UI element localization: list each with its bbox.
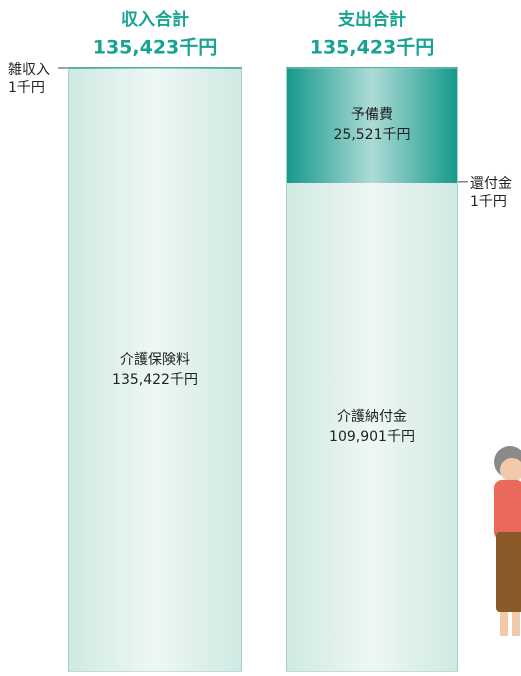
column-total: 135,423千円 [310,37,435,59]
segment-value: 109,901千円 [329,429,415,445]
column-total: 135,423千円 [93,37,218,59]
segment-name: 介護保険料 [120,352,190,368]
segment-name: 予備費 [351,107,393,123]
bar-segment [68,68,242,672]
column-title: 支出合計 [338,9,406,30]
segment-name: 雑収入 [8,62,50,78]
segment-name: 介護納付金 [337,409,407,425]
segment-value: 135,422千円 [112,372,198,388]
segment-value: 1千円 [470,194,507,210]
figure-illustration [494,446,521,636]
column-title: 収入合計 [121,9,189,30]
segment-value: 25,521千円 [334,127,411,143]
segment-name: 還付金 [470,176,512,192]
segment-value: 1千円 [8,80,45,96]
bar-segment [286,68,458,182]
bar-segment [286,182,458,672]
